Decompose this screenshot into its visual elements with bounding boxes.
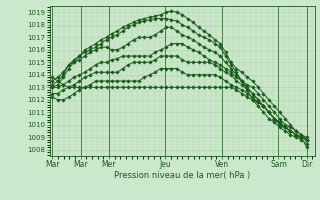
- X-axis label: Pression niveau de la mer( hPa ): Pression niveau de la mer( hPa ): [114, 171, 251, 180]
